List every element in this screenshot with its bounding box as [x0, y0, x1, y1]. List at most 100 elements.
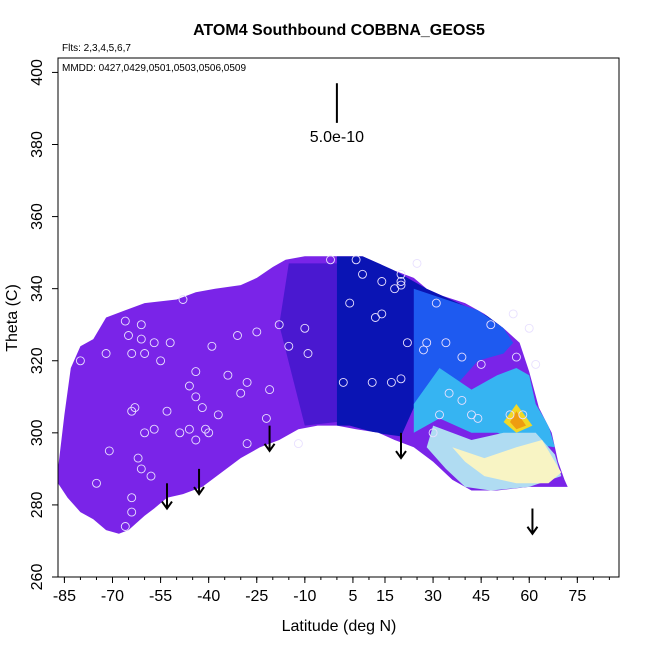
sample-point: [457, 352, 467, 362]
sample-point: [473, 413, 483, 423]
sample-point: [197, 403, 207, 413]
sample-point: [444, 388, 454, 398]
sample-point: [441, 338, 451, 348]
sample-point: [133, 453, 143, 463]
sample-point: [300, 323, 310, 333]
y-tick-label: 340: [29, 275, 46, 302]
x-tick-label: 15: [376, 588, 394, 605]
flights-annotation: Flts: 2,3,4,5,6,7: [62, 43, 131, 54]
y-tick-label: 260: [29, 564, 46, 591]
sample-point: [531, 359, 541, 369]
sample-point: [419, 345, 428, 355]
contour-region-cream: [452, 440, 562, 484]
x-tick-label: -40: [197, 588, 220, 605]
sample-point: [146, 471, 156, 481]
sample-point: [136, 320, 146, 330]
sample-point: [303, 349, 313, 358]
sample-point: [136, 464, 146, 474]
sample-point: [184, 424, 194, 434]
sample-point: [524, 323, 534, 333]
sample-point: [191, 367, 201, 377]
sample-point: [284, 341, 294, 351]
x-tick-label: 5: [348, 588, 357, 605]
x-tick-label: 45: [472, 588, 490, 605]
sample-point: [124, 331, 133, 340]
sample-point: [140, 428, 150, 438]
y-axis-label: Theta (C): [4, 284, 21, 352]
sample-point: [140, 349, 150, 358]
sample-point: [486, 320, 496, 330]
sample-point: [130, 403, 140, 413]
sample-point: [149, 338, 159, 348]
sample-point: [358, 269, 367, 279]
y-tick-label: 280: [29, 491, 46, 518]
sample-point: [351, 255, 361, 265]
sample-point: [184, 381, 194, 391]
sample-point: [367, 377, 377, 387]
sample-point: [435, 410, 444, 420]
plot-frame: [57, 57, 620, 578]
chart-title: ATOM4 Southbound COBBNA_GEOS5: [193, 22, 485, 39]
sample-point: [377, 277, 387, 286]
y-tick-label: 360: [29, 203, 46, 230]
y-tick-label: 400: [29, 59, 46, 86]
sample-point: [457, 395, 467, 405]
sample-point: [518, 410, 528, 420]
contour-regions: [279, 256, 562, 491]
sample-point: [396, 280, 406, 290]
sample-point: [293, 439, 303, 449]
x-tick-label: 30: [424, 588, 442, 605]
x-tick-label: 60: [520, 588, 538, 605]
sample-point: [127, 493, 137, 503]
scale-bar-label: 5.0e-10: [310, 129, 364, 146]
sample-point: [402, 338, 412, 348]
x-tick-label: -85: [53, 588, 76, 605]
plot-area: 5.0e-10: [58, 83, 568, 536]
sample-point: [326, 255, 335, 265]
sample-point: [396, 277, 406, 286]
sample-point: [233, 331, 242, 340]
sample-point: [149, 424, 159, 434]
contour-region-indigo: [279, 263, 337, 426]
sample-point: [92, 478, 101, 488]
sample-point: [386, 377, 396, 387]
sample-point: [422, 338, 432, 348]
sample-point: [377, 309, 387, 319]
sample-point: [345, 298, 355, 308]
sample-point: [165, 338, 175, 348]
x-tick-label: -10: [293, 588, 316, 605]
sample-point: [252, 327, 262, 337]
flow-arrow: [263, 425, 276, 453]
sample-point: [120, 522, 130, 531]
sample-point: [508, 309, 518, 319]
flow-arrow: [193, 468, 205, 496]
sample-point: [476, 359, 486, 369]
sample-point: [396, 269, 406, 279]
flow-arrow: [395, 432, 407, 460]
sample-point: [236, 388, 246, 398]
sample-point: [396, 374, 406, 384]
sample-point: [261, 413, 271, 423]
flow-arrow: [161, 483, 173, 511]
dates-annotation: MMDD: 0427,0429,0501,0503,0506,0509: [62, 63, 246, 74]
sample-point: [242, 377, 252, 387]
sample-point: [191, 392, 201, 402]
sample-point: [213, 410, 223, 420]
x-axis: -85 -70 -55 -40 -25 -10 5 15 30 45 60 75: [53, 577, 610, 605]
sample-point: [127, 349, 137, 358]
y-tick-label: 320: [29, 347, 46, 374]
sample-point: [505, 410, 515, 420]
sample-point: [265, 385, 275, 395]
sample-point: [178, 295, 188, 304]
sample-point: [242, 439, 252, 449]
sample-point: [162, 406, 172, 416]
y-tick-label: 380: [29, 131, 46, 158]
flow-arrow: [526, 508, 539, 536]
sample-point: [207, 341, 217, 351]
sample-point: [191, 435, 201, 445]
sample-point: [338, 377, 348, 387]
sample-point: [431, 298, 441, 308]
sample-point: [274, 320, 284, 330]
sample-point: [156, 356, 166, 366]
x-tick-label: -25: [245, 588, 268, 605]
